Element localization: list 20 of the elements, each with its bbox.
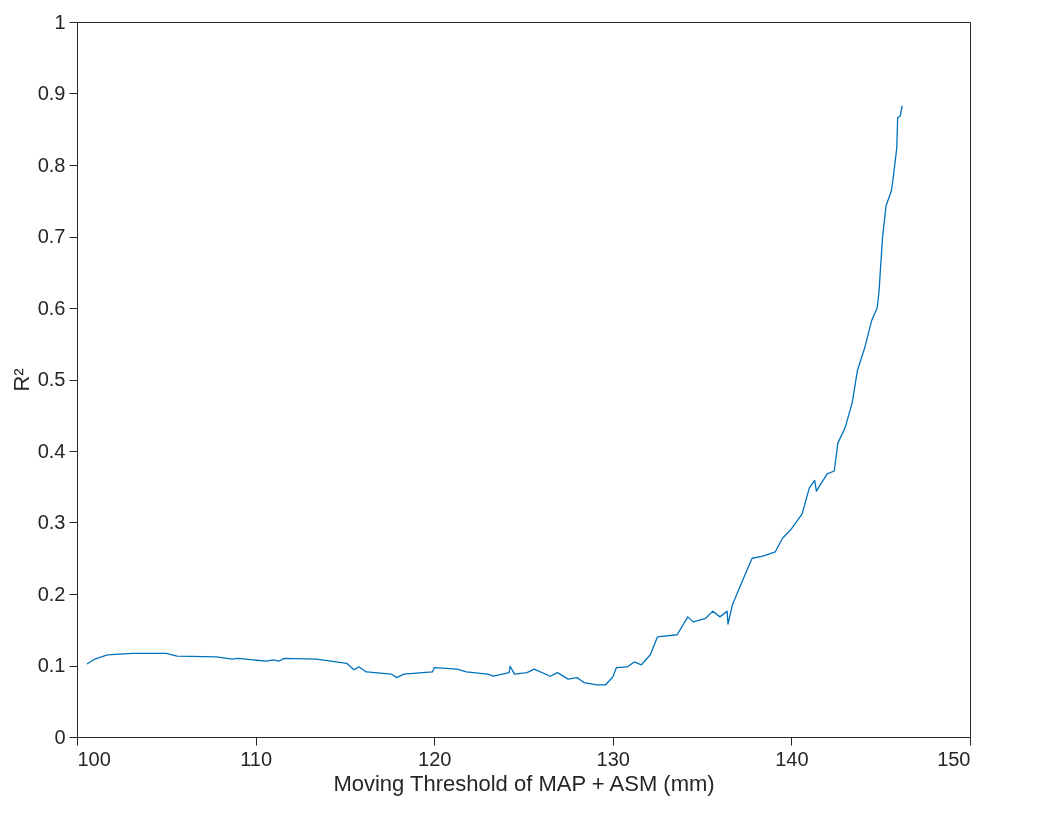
y-tick-label: 0.7 bbox=[37, 225, 66, 247]
y-tick-label: 0.8 bbox=[37, 153, 66, 176]
y-tick-label: 0.4 bbox=[37, 439, 66, 462]
x-tick-label: 100 bbox=[77, 747, 111, 770]
y-tick-label: 0.2 bbox=[37, 582, 66, 605]
y-tick-label: 0.3 bbox=[37, 511, 66, 533]
y-tick-label: 0.6 bbox=[37, 296, 66, 319]
y-tick-label: 0 bbox=[54, 725, 66, 748]
y-axis-title: R² bbox=[8, 368, 34, 392]
x-tick-label: 110 bbox=[240, 747, 273, 770]
x-tick-label: 130 bbox=[596, 747, 630, 770]
y-tick-label: 0.1 bbox=[37, 654, 66, 676]
y-tick-label: 1 bbox=[54, 10, 66, 33]
y-tick-label: 0.9 bbox=[37, 82, 66, 104]
x-axis-title: Moving Threshold of MAP + ASM (mm) bbox=[333, 770, 715, 796]
x-tick-label: 140 bbox=[775, 747, 809, 770]
x-tick-label: 120 bbox=[418, 747, 452, 770]
y-tick-label: 0.5 bbox=[37, 368, 66, 390]
x-tick-label: 150 bbox=[937, 747, 971, 770]
line-series bbox=[86, 105, 903, 686]
